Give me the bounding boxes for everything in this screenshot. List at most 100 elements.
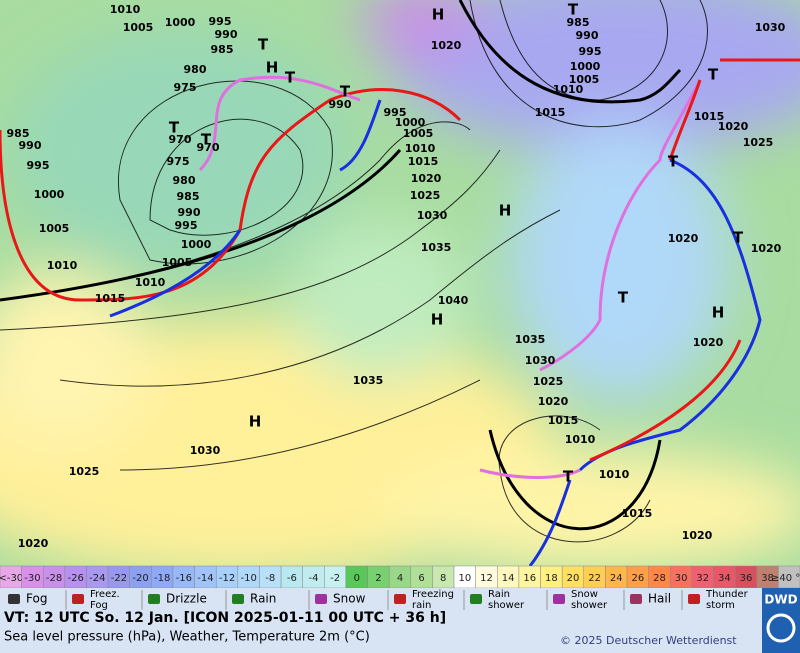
pressure-center: T: [563, 468, 574, 486]
isobar-label: 1005: [569, 73, 600, 86]
isobar-label: 1020: [538, 395, 569, 408]
isobar-label: 1015: [95, 292, 126, 305]
isobar-label: 1020: [718, 120, 749, 133]
scale-label: 28: [653, 573, 666, 584]
scale-label: -20: [132, 573, 148, 584]
pressure-center: H: [266, 59, 279, 77]
legend-label: Thunder: [705, 589, 749, 600]
scale-label: 0: [354, 573, 360, 584]
isobar-label: 1020: [682, 529, 713, 542]
legend-label: Rain: [250, 592, 276, 606]
isobar-label: 975: [167, 155, 190, 168]
scale-label: 20: [567, 573, 580, 584]
scale-label: -18: [154, 573, 170, 584]
isobar-label: 985: [177, 190, 200, 203]
scale-label: -30: [24, 573, 40, 584]
legend-label: shower: [571, 600, 608, 611]
isobar-label: 1010: [565, 433, 596, 446]
pressure-center: T: [285, 69, 296, 87]
isobar-label: 980: [184, 63, 207, 76]
isobar-label: 985: [211, 43, 234, 56]
isobar-label: 990: [329, 98, 352, 111]
scale-label: 32: [696, 573, 709, 584]
legend-label: rain: [412, 600, 431, 611]
isobar-label: 1005: [123, 21, 154, 34]
copyright: © 2025 Deutscher Wetterdienst: [560, 634, 737, 647]
isobar-label: 1005: [39, 222, 70, 235]
isobar-label: 980: [173, 174, 196, 187]
scale-label: -4: [309, 573, 319, 584]
scale-label: 34: [718, 573, 731, 584]
isobar-label: 1030: [417, 209, 448, 222]
scale-label: 2: [375, 573, 381, 584]
isobar-label: 1010: [47, 259, 78, 272]
legend-icon: [8, 594, 20, 604]
isobar-label: 1010: [405, 142, 436, 155]
isobar-label: 1035: [421, 241, 452, 254]
isobar-label: 1015: [622, 507, 653, 520]
isobar-label: 990: [215, 28, 238, 41]
legend-label: shower: [488, 600, 525, 611]
legend-icon: [72, 594, 84, 604]
scale-label: -16: [176, 573, 192, 584]
legend-label: Drizzle: [166, 592, 207, 606]
isobar-label: 985: [7, 127, 30, 140]
isobar-label: 1010: [599, 468, 630, 481]
isobar-label: 970: [197, 141, 220, 154]
legend-label: Fog: [90, 600, 108, 611]
scale-label: -24: [89, 573, 105, 584]
legend-label: Freez.: [90, 589, 120, 600]
pressure-center: H: [712, 304, 725, 322]
description: Sea level pressure (hPa), Weather, Tempe…: [4, 630, 370, 645]
isobar-label: 1010: [110, 3, 141, 16]
isobar-label: 1010: [553, 83, 584, 96]
legend-icon: [553, 594, 565, 604]
scale-label: 38: [761, 573, 774, 584]
legend-label: Fog: [26, 592, 47, 606]
isobar-label: 1030: [755, 21, 786, 34]
isobar-label: 1000: [34, 188, 65, 201]
pressure-center: H: [431, 311, 444, 329]
legend-label: storm: [706, 600, 735, 611]
pressure-center: T: [668, 153, 679, 171]
isobar-label: 995: [209, 15, 232, 28]
pressure-center: T: [568, 1, 579, 19]
isobar-label: 1025: [533, 375, 564, 388]
isobar-label: 990: [19, 139, 42, 152]
pressure-center: H: [499, 202, 512, 220]
scale-label: 8: [440, 573, 446, 584]
scale-label: 12: [480, 573, 493, 584]
isobar-label: 1015: [535, 106, 566, 119]
legend-icon: [688, 594, 700, 604]
isobar-label: 1020: [18, 537, 49, 550]
scale-label: -6: [287, 573, 297, 584]
scale-label: 14: [502, 573, 515, 584]
pressure-center: H: [432, 6, 445, 24]
pressure-center: T: [733, 229, 744, 247]
isobar-label: 1025: [69, 465, 100, 478]
isobar-label: 1020: [431, 39, 462, 52]
scale-label: 22: [588, 573, 601, 584]
scale-label: 4: [397, 573, 403, 584]
isobar-label: 975: [174, 81, 197, 94]
pressure-center: T: [618, 289, 629, 307]
isobar-label: 1035: [353, 374, 384, 387]
isobar-label: 1005: [403, 127, 434, 140]
scale-label: 36: [740, 573, 753, 584]
scale-label: -10: [240, 573, 256, 584]
isobar-label: 1020: [693, 336, 724, 349]
isobar-label: 1005: [162, 256, 193, 269]
isobar-label: 1030: [525, 354, 556, 367]
scale-label: -28: [46, 573, 62, 584]
isobar-label: 990: [576, 29, 599, 42]
pressure-center: H: [249, 413, 262, 431]
isobar-label: 1015: [548, 414, 579, 427]
legend-icon: [148, 594, 160, 604]
isobar-label: 1030: [190, 444, 221, 457]
weather-legend: Fog Freez.Fog Drizzle Rain Snow FreezingrainR…: [8, 589, 749, 611]
isobar-label: 1020: [751, 242, 782, 255]
logo: DWD: [764, 593, 797, 607]
scale-label: 18: [545, 573, 558, 584]
